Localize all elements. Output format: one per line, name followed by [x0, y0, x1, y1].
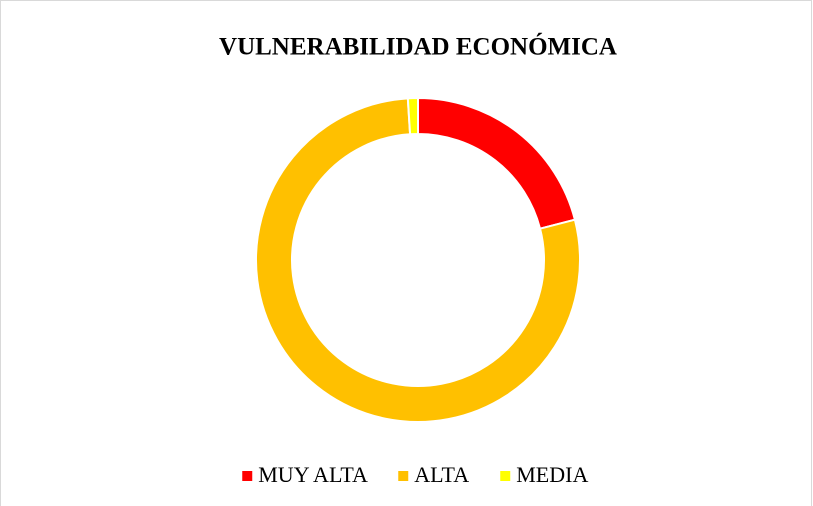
legend-swatch — [242, 471, 253, 481]
legend-label: MUY ALTA — [258, 462, 368, 487]
legend-label: MEDIA — [516, 462, 588, 487]
legend-swatch — [398, 471, 409, 481]
chart-title: VULNERABILIDAD ECONÓMICA — [219, 33, 617, 61]
legend-swatch — [500, 471, 511, 481]
donut-slice — [406, 96, 419, 136]
donut-slice — [255, 97, 581, 423]
legend-label: ALTA — [414, 462, 469, 487]
